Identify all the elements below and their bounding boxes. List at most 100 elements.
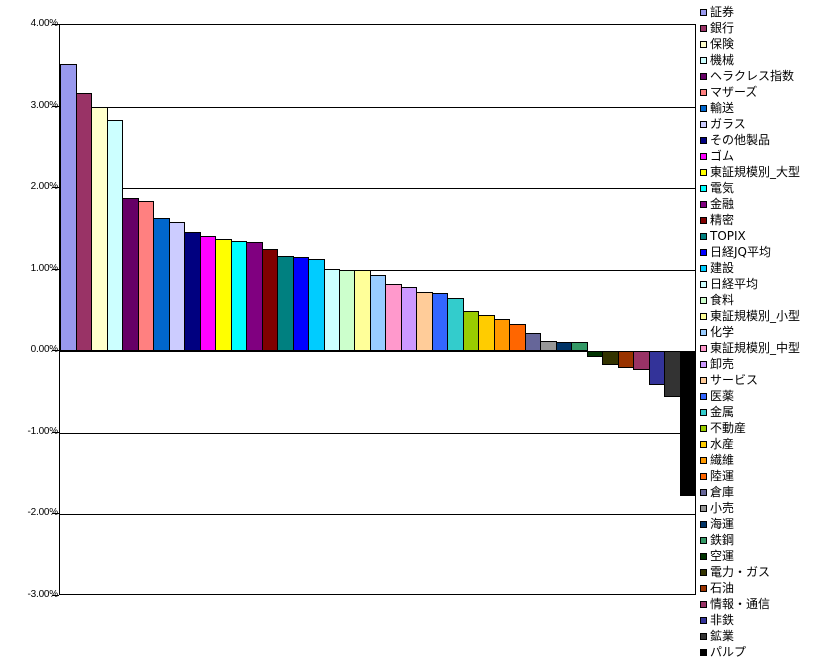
zero-line bbox=[60, 351, 695, 353]
bar bbox=[75, 92, 93, 352]
legend-item[interactable]: 鉱業 bbox=[700, 628, 824, 644]
legend-item[interactable]: 機械 bbox=[700, 52, 824, 68]
legend-item[interactable]: マザーズ bbox=[700, 84, 824, 100]
y-axis-tick-mark bbox=[52, 268, 59, 270]
legend-swatch-icon bbox=[700, 88, 707, 96]
legend-item-label: 日経平均 bbox=[710, 277, 759, 291]
legend-item[interactable]: その他製品 bbox=[700, 132, 824, 148]
y-axis-tick-label: 2.00% bbox=[30, 181, 59, 193]
legend-item-label: 陸運 bbox=[710, 469, 735, 483]
legend-item[interactable]: 水産 bbox=[700, 436, 824, 452]
legend-swatch-icon bbox=[700, 600, 707, 608]
legend-item-label: 情報・通信 bbox=[710, 597, 771, 611]
legend-item[interactable]: 不動産 bbox=[700, 420, 824, 436]
legend-swatch-icon bbox=[700, 200, 707, 208]
legend-item[interactable]: ガラス bbox=[700, 116, 824, 132]
legend-item[interactable]: 情報・通信 bbox=[700, 596, 824, 612]
legend-item[interactable]: 東証規模別_大型 bbox=[700, 164, 824, 180]
legend-item[interactable]: 繊維 bbox=[700, 452, 824, 468]
gridline bbox=[60, 188, 695, 190]
bar bbox=[447, 298, 464, 352]
legend-item[interactable]: 陸運 bbox=[700, 468, 824, 484]
legend-item[interactable]: 卸売 bbox=[700, 356, 824, 372]
legend-swatch-icon bbox=[700, 248, 707, 256]
bar bbox=[261, 249, 279, 352]
legend-item[interactable]: 電力・ガス bbox=[700, 564, 824, 580]
legend-item[interactable]: 保険 bbox=[700, 36, 824, 52]
bar bbox=[60, 64, 77, 352]
legend-item[interactable]: 小売 bbox=[700, 500, 824, 516]
bar bbox=[664, 351, 681, 397]
legend-swatch-icon bbox=[700, 472, 707, 480]
legend-swatch-icon bbox=[700, 264, 707, 272]
legend-item[interactable]: 電気 bbox=[700, 180, 824, 196]
legend-item[interactable]: 東証規模別_中型 bbox=[700, 340, 824, 356]
bar bbox=[121, 197, 139, 352]
legend-item[interactable]: ゴム bbox=[700, 148, 824, 164]
legend-item-label: 化学 bbox=[710, 325, 735, 339]
bar bbox=[245, 241, 263, 352]
legend-item[interactable]: 輸送 bbox=[700, 100, 824, 116]
legend-item[interactable]: サービス bbox=[700, 372, 824, 388]
legend-item[interactable]: 金融 bbox=[700, 196, 824, 212]
legend-item[interactable]: 銀行 bbox=[700, 20, 824, 36]
gridline bbox=[60, 269, 695, 271]
gridline bbox=[60, 432, 695, 434]
y-axis-tick-label: 3.00% bbox=[30, 99, 59, 111]
y-axis-tick-mark bbox=[52, 431, 59, 433]
legend-item[interactable]: 石油 bbox=[700, 580, 824, 596]
legend-item-label: 倉庫 bbox=[710, 485, 735, 499]
legend-item-label: 保険 bbox=[710, 37, 735, 51]
legend-item-label: サービス bbox=[710, 373, 759, 387]
bar bbox=[354, 269, 371, 352]
legend-item[interactable]: 海運 bbox=[700, 516, 824, 532]
legend-swatch-icon bbox=[700, 520, 707, 528]
legend-swatch-icon bbox=[700, 8, 707, 16]
bar bbox=[571, 342, 588, 352]
legend-item[interactable]: 倉庫 bbox=[700, 484, 824, 500]
bar-chart: 4.00% 3.00% 2.00% 1.00% 0.00% -1.00% -2.00% -3.… bbox=[28, 4, 824, 659]
legend-item[interactable]: 東証規模別_小型 bbox=[700, 308, 824, 324]
legend-item-label: パルプ bbox=[710, 645, 747, 659]
legend-swatch-icon bbox=[700, 40, 707, 48]
legend-swatch-icon bbox=[700, 152, 707, 160]
bar bbox=[292, 257, 310, 352]
legend-item[interactable]: 化学 bbox=[700, 324, 824, 340]
legend-swatch-icon bbox=[700, 104, 707, 112]
legend-item-label: その他製品 bbox=[710, 133, 771, 147]
legend-item[interactable]: 建設 bbox=[700, 260, 824, 276]
legend-item-label: 東証規模別_小型 bbox=[710, 309, 801, 323]
legend-item[interactable]: 日経平均 bbox=[700, 276, 824, 292]
legend-item[interactable]: 非鉄 bbox=[700, 612, 824, 628]
legend-item-label: 精密 bbox=[710, 213, 735, 227]
legend-item[interactable]: 金属 bbox=[700, 404, 824, 420]
legend-item[interactable]: 食料 bbox=[700, 292, 824, 308]
legend-item-label: 電力・ガス bbox=[710, 565, 771, 579]
legend-swatch-icon bbox=[700, 424, 707, 432]
legend-item[interactable]: 鉄鋼 bbox=[700, 532, 824, 548]
legend-item[interactable]: ヘラクレス指数 bbox=[700, 68, 824, 84]
legend-swatch-icon bbox=[700, 136, 707, 144]
legend-swatch-icon bbox=[700, 24, 707, 32]
legend-swatch-icon bbox=[700, 536, 707, 544]
legend-item-label: 繊維 bbox=[710, 453, 735, 467]
legend-item[interactable]: パルプ bbox=[700, 644, 824, 660]
legend-item[interactable]: 医薬 bbox=[700, 388, 824, 404]
legend-item-label: 海運 bbox=[710, 517, 735, 531]
bar bbox=[478, 315, 495, 352]
legend-item[interactable]: 精密 bbox=[700, 212, 824, 228]
legend-item[interactable]: 空運 bbox=[700, 548, 824, 564]
legend-item[interactable]: 証券 bbox=[700, 4, 824, 20]
gridline bbox=[60, 106, 695, 108]
bar bbox=[400, 286, 418, 352]
bar bbox=[338, 269, 356, 352]
legend-item[interactable]: TOPIX bbox=[700, 228, 824, 244]
bar bbox=[90, 106, 108, 352]
legend-item[interactable]: 日経JQ平均 bbox=[700, 244, 824, 260]
legend-item-label: 非鉄 bbox=[710, 613, 735, 627]
legend-item-label: 鉱業 bbox=[710, 629, 735, 643]
bar bbox=[633, 351, 650, 371]
legend-item-label: ヘラクレス指数 bbox=[710, 69, 795, 83]
legend-item-label: 食料 bbox=[710, 293, 735, 307]
y-axis-tick-mark bbox=[52, 513, 59, 515]
